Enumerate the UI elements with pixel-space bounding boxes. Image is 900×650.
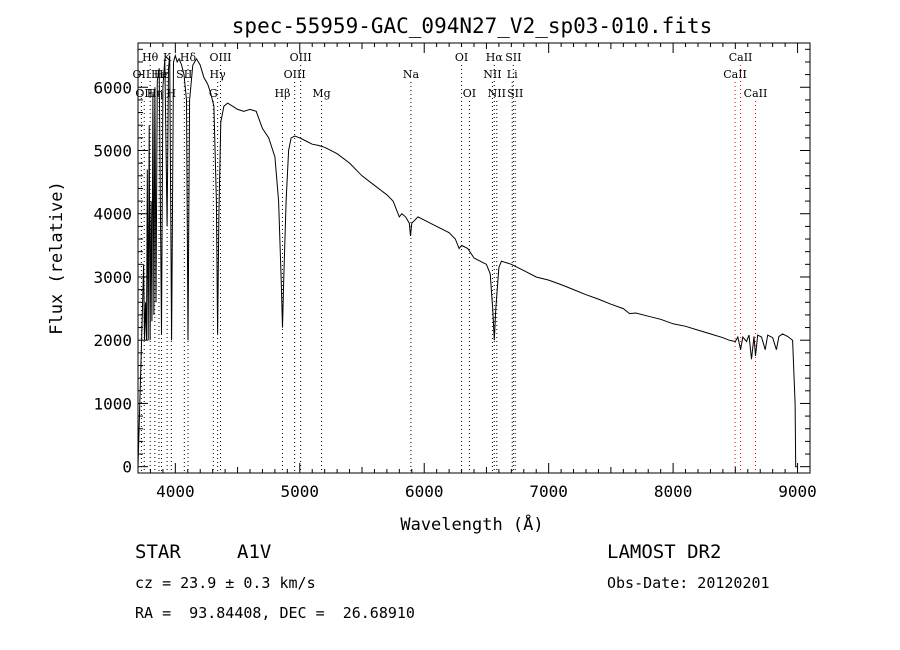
line-marker-label: H — [167, 87, 177, 100]
x-tick-label: 6000 — [405, 482, 444, 501]
line-marker-label: K — [163, 51, 172, 64]
y-tick-label: 4000 — [93, 205, 132, 224]
obs-date: Obs-Date: 20120201 — [607, 574, 770, 592]
line-marker-label: Hθ — [142, 51, 159, 64]
y-tick-label: 5000 — [93, 142, 132, 161]
line-marker-label: Li — [507, 68, 518, 81]
y-tick-label: 3000 — [93, 268, 132, 287]
x-axis-label: Wavelength (Å) — [400, 513, 543, 535]
line-marker-label: Na — [403, 68, 420, 81]
x-tick-label: 7000 — [529, 482, 568, 501]
line-marker-label: CaII — [723, 68, 747, 81]
y-axis: 0 1000 2000 3000 4000 5000 6000 — [93, 48, 810, 477]
line-marker-label: OIII — [290, 51, 312, 64]
line-marker-label: Hβ — [275, 87, 291, 100]
line-marker-label: SII — [505, 51, 521, 64]
redshift-text: cz = 23.9 ± 0.3 km/s — [135, 574, 316, 592]
line-marker-label: OII — [135, 87, 153, 100]
line-marker-label: CaII — [729, 51, 753, 64]
y-tick-label: 1000 — [93, 394, 132, 413]
line-marker-label: Mg — [312, 87, 330, 100]
x-tick-label: 9000 — [778, 482, 817, 501]
line-marker-label: Hα — [486, 51, 504, 64]
line-marker-label: OI — [463, 87, 476, 100]
line-marker-label: NII — [488, 87, 506, 100]
spectrum-chart: spec-55959-GAC_094N27_V2_sp03-010.fits O… — [47, 14, 817, 535]
x-tick-label: 5000 — [281, 482, 320, 501]
y-tick-label: 2000 — [93, 331, 132, 350]
object-subclass: A1V — [237, 541, 272, 563]
line-marker-label: SII — [507, 87, 523, 100]
line-marker-label: CaII — [744, 87, 768, 100]
line-marker-label: OIII — [284, 68, 306, 81]
line-marker-label: G — [209, 87, 218, 100]
survey-label: LAMOST DR2 — [607, 541, 722, 563]
y-tick-label: 0 — [122, 458, 132, 477]
x-tick-label: 8000 — [654, 482, 693, 501]
y-axis-label: Flux (relative) — [47, 181, 67, 335]
chart-title: spec-55959-GAC_094N27_V2_sp03-010.fits — [232, 14, 712, 38]
x-axis: 4000 5000 6000 7000 8000 9000 — [137, 43, 817, 501]
spectrum-line — [137, 53, 798, 468]
x-tick-label: 4000 — [156, 482, 195, 501]
line-marker-label: OIII — [209, 51, 231, 64]
line-marker-label: Hδ — [180, 51, 197, 64]
object-class: STAR — [135, 541, 181, 563]
line-markers: OIIOIIHθHηHeHεKHSIIHδGHγOIIIHβOIIIOIIIMg… — [133, 51, 768, 473]
coordinates: RA = 93.84408, DEC = 26.68910 — [135, 604, 415, 622]
line-marker-label: NII — [483, 68, 501, 81]
line-marker-label: OI — [455, 51, 468, 64]
line-marker-label: Hγ — [210, 68, 227, 81]
y-tick-label: 6000 — [93, 78, 132, 97]
